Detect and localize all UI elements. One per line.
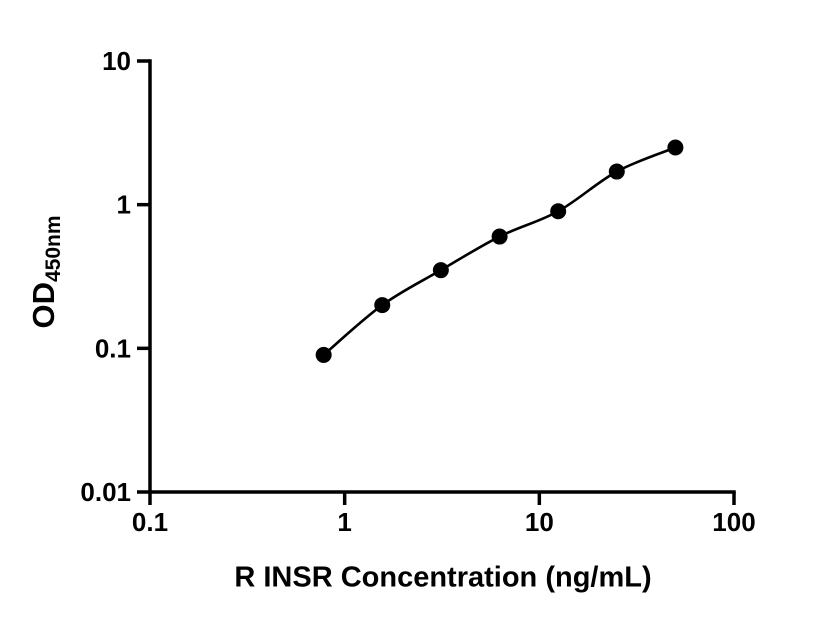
x-tick-label: 100 — [712, 507, 755, 537]
y-tick-label: 0.01 — [80, 477, 131, 507]
data-point — [432, 262, 449, 279]
data-point — [374, 297, 391, 314]
fit-curve — [322, 146, 676, 356]
data-point — [491, 228, 508, 245]
y-axis-title-subscript: 450nm — [42, 215, 65, 283]
y-axis-title: OD450nm — [26, 215, 66, 328]
x-tick-label: 10 — [525, 507, 554, 537]
data-point — [550, 203, 567, 220]
data-point — [667, 139, 684, 156]
y-axis-title-main: OD — [26, 282, 61, 329]
y-tick-label: 0.1 — [95, 333, 131, 363]
data-point — [315, 346, 332, 363]
x-tick-label: 1 — [337, 507, 351, 537]
data-point — [608, 163, 625, 180]
x-axis-title: R INSR Concentration (ng/mL) — [234, 561, 652, 594]
x-tick-label: 0.1 — [132, 507, 168, 537]
y-tick-label: 10 — [102, 46, 131, 76]
y-tick-label: 1 — [117, 190, 131, 220]
